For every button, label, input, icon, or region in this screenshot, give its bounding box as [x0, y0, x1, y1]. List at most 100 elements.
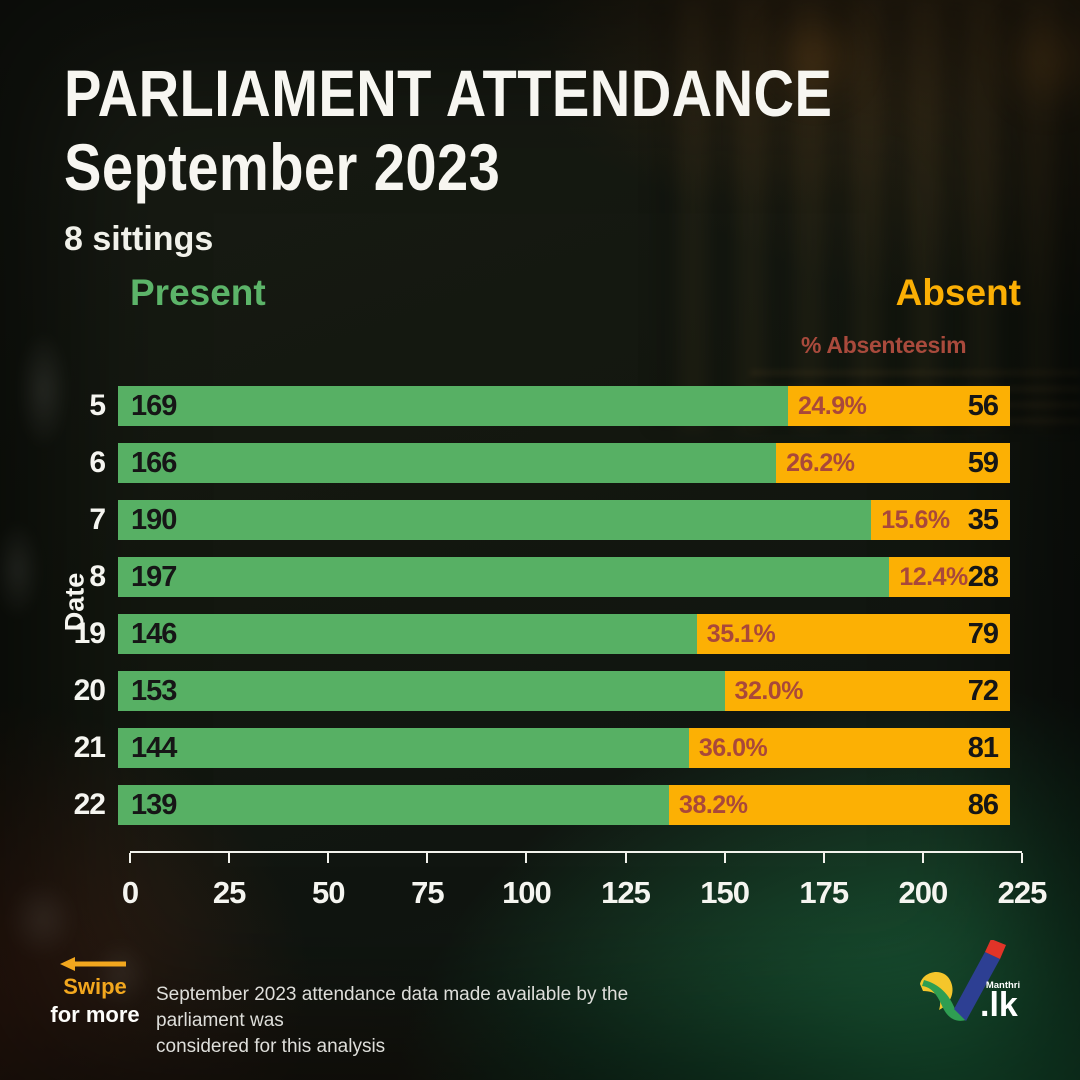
bar-chart: 5 169 24.9% 56 6 166 26.2% 59 7 190 15.6% 35 8 197 12.…: [0, 386, 1021, 825]
absent-segment: 26.2% 59: [776, 443, 1010, 483]
stacked-bar: 153 32.0% 72: [118, 671, 1010, 711]
absent-segment: 12.4% 28: [889, 557, 1010, 597]
title-line-2: September 2023: [64, 130, 501, 204]
axis-tick-label: 175: [799, 875, 849, 910]
axis-tick-label: 50: [311, 875, 345, 910]
chart-row: 19 146 35.1% 79: [0, 614, 1021, 654]
chart-row: 20 153 32.0% 72: [0, 671, 1021, 711]
note-line-2: considered for this analysis: [156, 1036, 386, 1057]
absent-segment: 38.2% 86: [669, 785, 1010, 825]
absenteeism-percent: 36.0%: [698, 733, 768, 762]
axis-tick: [228, 853, 231, 863]
x-axis: 0 25 50 75 100 125 150 175 200 225: [122, 851, 1047, 911]
date-tick-label: 22: [73, 788, 106, 821]
page-title: PARLIAMENT ATTENDANCE September 2023: [64, 56, 832, 204]
absent-value: 59: [967, 446, 999, 479]
date-tick-label: 6: [89, 446, 106, 479]
manthri-lk-logo[interactable]: Manthri .lk: [910, 940, 1024, 1032]
absent-value: 56: [967, 389, 999, 422]
for-more-label: for more: [50, 1002, 140, 1027]
present-value: 144: [131, 731, 177, 764]
date-tick-label: 8: [89, 560, 106, 593]
axis-tick: [327, 853, 330, 863]
chart-row: 8 197 12.4% 28: [0, 557, 1021, 597]
absent-value: 86: [967, 788, 999, 821]
absenteeism-percent: 32.0%: [734, 676, 804, 705]
axis-tick-label: 200: [898, 875, 949, 910]
present-value: 166: [131, 446, 177, 479]
present-segment: 169: [118, 386, 788, 426]
axis-tick-label: 125: [601, 875, 651, 910]
present-segment: 144: [118, 728, 689, 768]
absenteeism-percent: 26.2%: [786, 448, 855, 477]
axis-tick: [723, 853, 726, 863]
absent-value: 28: [967, 560, 999, 593]
axis-tick: [525, 853, 528, 863]
absent-segment: 32.0% 72: [724, 671, 1010, 711]
stacked-bar: 166 26.2% 59: [118, 443, 1010, 483]
present-value: 146: [131, 617, 177, 650]
swipe-label: Swipe: [63, 974, 127, 999]
data-source-note: September 2023 attendance data made avai…: [156, 982, 716, 1060]
absent-segment: 24.9% 56: [787, 386, 1010, 426]
axis-tick: [426, 853, 429, 863]
stacked-bar: 169 24.9% 56: [118, 386, 1010, 426]
absent-segment: 35.1% 79: [696, 614, 1010, 654]
note-line-1: September 2023 attendance data made avai…: [156, 984, 629, 1031]
present-segment: 153: [118, 671, 725, 711]
present-segment: 190: [118, 500, 872, 540]
absenteeism-percent: 15.6%: [881, 505, 950, 534]
absent-value: 72: [967, 674, 999, 707]
axis-tick: [1021, 853, 1023, 863]
axis-tick-label: 0: [121, 875, 139, 910]
stacked-bar: 139 38.2% 86: [118, 785, 1010, 825]
axis-tick-label: 225: [997, 875, 1048, 910]
absenteeism-percent: 35.1%: [706, 619, 776, 648]
absent-value: 79: [967, 617, 999, 650]
date-tick-label: 7: [89, 503, 106, 536]
legend-present-label: Present: [130, 272, 266, 313]
axis-tick-label: 75: [411, 875, 444, 910]
date-tick-label: 21: [73, 731, 106, 764]
present-value: 197: [131, 560, 177, 593]
present-segment: 146: [118, 614, 697, 654]
present-segment: 166: [118, 443, 777, 483]
present-value: 153: [131, 674, 177, 707]
chart-row: 22 139 38.2% 86: [0, 785, 1021, 825]
axis-tick-label: 100: [502, 875, 552, 910]
left-arrow-icon: [60, 957, 126, 971]
axis-tick: [822, 853, 825, 863]
stacked-bar: 190 15.6% 35: [118, 500, 1010, 540]
absenteeism-percent: 38.2%: [679, 790, 748, 819]
date-tick-label: 5: [89, 389, 106, 422]
absent-segment: 36.0% 81: [688, 728, 1010, 768]
present-value: 190: [131, 503, 177, 536]
date-tick-label: 20: [73, 674, 106, 707]
stacked-bar: 197 12.4% 28: [118, 557, 1010, 597]
absenteeism-percent: 12.4%: [899, 562, 968, 591]
axis-tick-label: 150: [700, 875, 750, 910]
title-line-1: PARLIAMENT ATTENDANCE: [64, 56, 833, 130]
checkmark-icon: [920, 940, 1006, 1021]
stacked-bar: 146 35.1% 79: [118, 614, 1010, 654]
chart-row: 21 144 36.0% 81: [0, 728, 1021, 768]
date-tick-label: 19: [73, 617, 106, 650]
chart-row: 5 169 24.9% 56: [0, 386, 1021, 426]
absent-value: 81: [967, 731, 999, 764]
axis-tick-label: 25: [212, 875, 246, 910]
absenteeism-percent: 24.9%: [797, 391, 867, 420]
logo-brand-small: Manthri: [986, 980, 1020, 991]
background-photo-lamp-glow: [1010, 0, 1080, 120]
present-value: 169: [131, 389, 177, 422]
absent-value: 35: [967, 503, 999, 536]
swipe-hint[interactable]: Swipe for more: [50, 956, 140, 1028]
axis-tick: [624, 853, 627, 863]
chart-row: 6 166 26.2% 59: [0, 443, 1021, 483]
present-segment: 139: [118, 785, 670, 825]
absenteeism-caption: % Absenteesim: [801, 332, 967, 358]
sittings-subtitle: 8 sittings: [64, 220, 214, 258]
stacked-bar: 144 36.0% 81: [118, 728, 1010, 768]
present-segment: 197: [118, 557, 890, 597]
axis-tick: [921, 853, 924, 863]
